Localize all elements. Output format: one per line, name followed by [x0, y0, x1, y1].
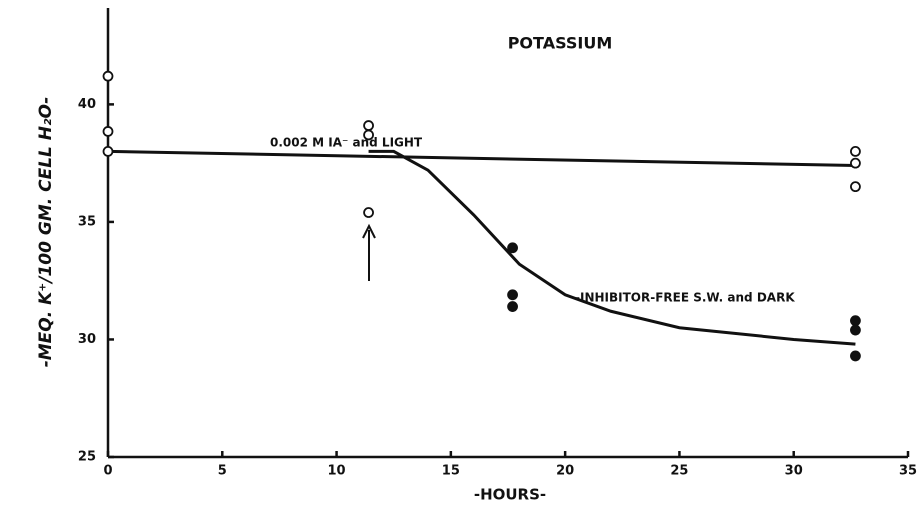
y-tick-label: 35	[78, 214, 96, 229]
data-point	[102, 126, 114, 137]
x-tick-label: 30	[785, 464, 803, 479]
data-point	[850, 315, 861, 327]
y-tick-label: 25	[78, 450, 96, 465]
x-tick-label: 5	[218, 464, 227, 479]
chart-title: POTASSIUM	[508, 34, 613, 53]
x-tick-label: 0	[103, 464, 112, 479]
x-axis-label: -HOURS-	[474, 486, 546, 504]
data-point	[850, 145, 861, 157]
curve-label: 0.002 M IA⁻ and LIGHT	[270, 136, 423, 150]
x-tick-label: 10	[328, 464, 346, 479]
data-point	[363, 120, 374, 131]
data-point	[363, 129, 374, 141]
y-axis-label: -MEQ. K⁺/100 GM. CELL H₂O-	[36, 97, 56, 368]
y-tick-label: 30	[78, 332, 96, 347]
curve	[107, 149, 856, 168]
x-tick-label: 20	[556, 464, 574, 479]
data-point	[850, 350, 861, 362]
x-tick-label: 15	[442, 464, 460, 479]
curve	[368, 149, 856, 346]
data-point	[102, 145, 114, 157]
data-point	[507, 301, 518, 312]
x-tick-label: 25	[670, 464, 688, 479]
arrow	[362, 223, 376, 281]
data-point	[507, 289, 518, 301]
data-point	[850, 181, 861, 193]
data-point	[507, 242, 518, 254]
x-tick-label: 35	[899, 464, 917, 479]
y-tick-label: 40	[78, 97, 96, 112]
data-point	[850, 157, 861, 169]
curve-label: -INHIBITOR-FREE S.W. and DARK	[575, 291, 795, 305]
data-point	[363, 207, 374, 218]
data-point	[850, 324, 861, 336]
data-point	[102, 70, 114, 82]
